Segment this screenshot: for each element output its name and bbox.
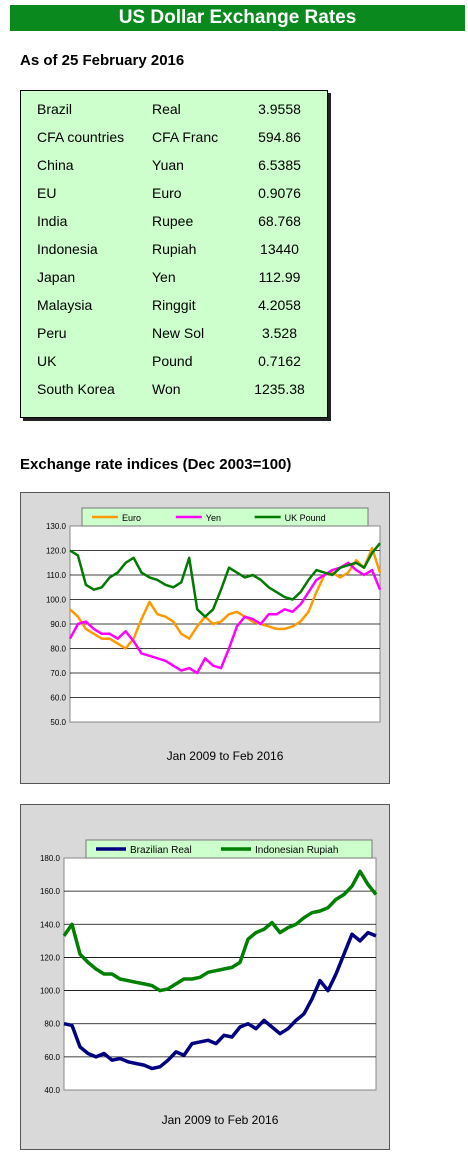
rate-value-cell: 4.2058	[258, 297, 301, 313]
y-tick-label: 80.0	[50, 645, 66, 654]
rate-value-cell: 0.9076	[258, 185, 301, 201]
currency-cell: Yen	[152, 268, 176, 285]
y-tick-label: 80.0	[44, 1020, 60, 1029]
y-tick-label: 160.0	[40, 887, 61, 896]
as-of-date: As of 25 February 2016	[20, 52, 185, 69]
y-tick-label: 60.0	[50, 694, 66, 703]
currency-cell: Won	[152, 380, 181, 397]
rate-row: UK Pound 0.7162	[21, 347, 327, 375]
legend-label: Yen	[206, 513, 221, 523]
country-cell: UK	[37, 353, 57, 369]
y-tick-label: 100.0	[40, 987, 61, 996]
rate-row: Indonesia Rupiah 13440	[21, 235, 327, 263]
currency-cell: CFA Franc	[152, 128, 219, 145]
chart-euro-yen-pound: 50.0 60.0 70.0 80.0 90.0 100.0 110.0 120.0 130.0…	[20, 492, 390, 784]
rate-value-cell: 594.86	[258, 129, 301, 145]
plot-area	[63, 857, 377, 1091]
country-cell: Brazil	[37, 101, 73, 117]
exchange-rate-table: Brazil Real 3.9558 CFA countries CFA Franc 59…	[20, 90, 328, 418]
y-tick-label: 40.0	[44, 1086, 60, 1095]
rate-value-cell: 3.528	[261, 325, 298, 341]
section-title: Exchange rate indices (Dec 2003=100)	[20, 456, 292, 473]
y-tick-label: 60.0	[44, 1053, 60, 1062]
country-cell: Japan	[37, 269, 76, 285]
currency-cell: Rupee	[152, 212, 194, 229]
rate-row: China Yuan 6.5385	[21, 151, 327, 179]
rate-value-cell: 112.99	[258, 269, 301, 285]
country-cell: Indonesia	[37, 241, 98, 257]
y-tick-label: 90.0	[50, 620, 66, 629]
rate-row: EU Euro 0.9076	[21, 179, 327, 207]
country-cell: Malaysia	[37, 297, 93, 313]
y-tick-label: 50.0	[50, 718, 66, 727]
rate-value-cell: 1235.38	[254, 381, 305, 397]
country-cell: Peru	[37, 325, 67, 341]
series-line-brazilian-real	[63, 930, 377, 1071]
rate-row: India Rupee 68.768	[21, 207, 327, 235]
y-tick-label: 120.0	[40, 953, 61, 962]
y-tick-label: 130.0	[46, 522, 67, 531]
rate-value-cell: 0.7162	[258, 353, 301, 369]
rate-row: Malaysia Ringgit 4.2058	[21, 291, 327, 319]
country-cell: India	[37, 213, 68, 229]
series-line-uk-pound	[69, 542, 381, 618]
currency-cell: Pound	[152, 352, 193, 369]
rate-row: South Korea Won 1235.38	[21, 375, 327, 403]
y-tick-label: 180.0	[40, 854, 61, 863]
country-cell: CFA countries	[37, 129, 125, 145]
page-banner: US Dollar Exchange Rates	[10, 5, 465, 31]
x-axis-label: Jan 2009 to Feb 2016	[162, 1113, 279, 1127]
chart-real-rupiah: 40.0 60.0 80.0 100.0 120.0 140.0 160.0 180.0 Bra…	[20, 804, 390, 1150]
country-cell: South Korea	[37, 381, 115, 397]
currency-cell: Real	[152, 100, 181, 117]
rate-value-cell: 68.768	[258, 213, 301, 229]
y-tick-label: 100.0	[46, 596, 67, 605]
rate-row: Peru New Sol 3.528	[21, 319, 327, 347]
country-cell: EU	[37, 185, 57, 201]
rate-row: Japan Yen 112.99	[21, 263, 327, 291]
rate-row: Brazil Real 3.9558	[21, 95, 327, 123]
y-tick-label: 70.0	[50, 669, 66, 678]
legend-box	[81, 507, 369, 527]
currency-cell: Euro	[152, 184, 182, 201]
rate-value-cell: 3.9558	[258, 101, 301, 117]
y-tick-label: 140.0	[40, 920, 61, 929]
y-tick-label: 110.0	[47, 571, 67, 580]
y-tick-label: 120.0	[46, 547, 67, 556]
currency-cell: Rupiah	[152, 240, 197, 257]
currency-cell: Yuan	[152, 156, 184, 173]
rate-value-cell: 6.5385	[258, 157, 301, 173]
legend-label: Euro	[122, 513, 141, 523]
x-axis-label: Jan 2009 to Feb 2016	[167, 749, 284, 763]
currency-cell: Ringgit	[152, 296, 196, 313]
currency-cell: New Sol	[152, 324, 205, 341]
legend-label: Indonesian Rupiah	[255, 845, 338, 856]
country-cell: China	[37, 157, 74, 173]
legend-label: Brazilian Real	[130, 845, 192, 856]
series-line-indonesian-rupiah	[62, 869, 378, 993]
rate-row: CFA countries CFA Franc 594.86	[21, 123, 327, 151]
legend-label: UK Pound	[285, 513, 326, 523]
rate-value-cell: 13440	[260, 241, 299, 257]
